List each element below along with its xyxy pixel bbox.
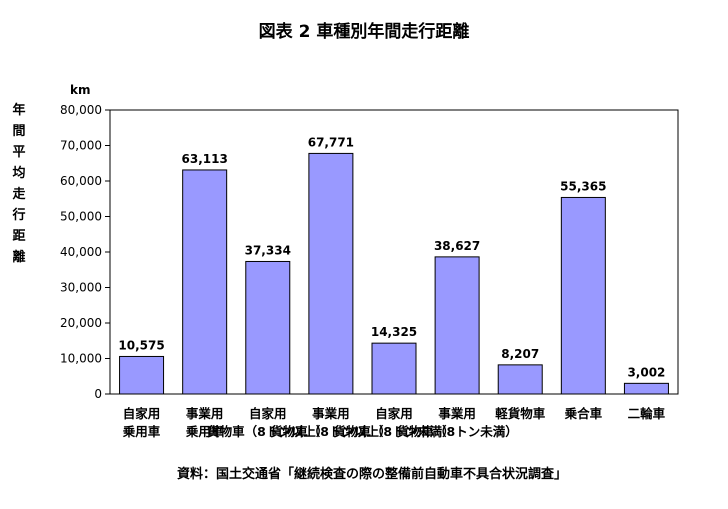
data-label: 14,325 — [371, 325, 417, 339]
y-tick-label: 40,000 — [60, 245, 102, 259]
category-label: 自家用 — [123, 406, 161, 421]
bar — [497, 364, 543, 395]
y-tick-label: 10,000 — [60, 352, 102, 366]
bar — [623, 382, 669, 395]
category-label: 事業用 — [438, 406, 476, 421]
category-label: 貨物車（8トン未満） — [397, 424, 518, 439]
y-label-char: 年 — [12, 102, 25, 118]
bar — [371, 342, 417, 395]
data-label: 67,771 — [308, 135, 354, 149]
bar — [434, 256, 480, 395]
category-label: 軽貨物車 — [495, 406, 546, 421]
bar — [182, 169, 228, 395]
y-label-char: 平 — [12, 145, 25, 160]
source-note: 資料：国土交通省「継続検査の際の整備前自動車不具合状況調査」 — [177, 466, 567, 482]
y-tick-label: 60,000 — [60, 174, 102, 188]
category-label: 貨物車（8トン未満） — [333, 424, 454, 439]
data-label: 3,002 — [627, 365, 665, 379]
y-tick-label: 20,000 — [60, 316, 102, 330]
y-label-char: 行 — [11, 207, 25, 223]
category-label: 事業用 — [186, 406, 224, 421]
y-tick-label: 80,000 — [60, 103, 102, 117]
y-label-char: 均 — [12, 165, 25, 181]
bar — [245, 260, 291, 395]
unit-label: km — [70, 83, 90, 97]
category-label: 事業用 — [312, 406, 350, 421]
category-label: 二輪車 — [628, 406, 666, 421]
category-label: 自家用 — [249, 406, 287, 421]
y-label-char: 間 — [12, 124, 25, 139]
data-label: 55,365 — [560, 179, 606, 193]
data-label: 63,113 — [182, 152, 228, 166]
data-label: 37,334 — [245, 243, 291, 257]
y-label-char: 距 — [12, 229, 25, 244]
bar — [560, 196, 606, 395]
category-label: 貨物車（8トン以上） — [270, 424, 391, 439]
data-label: 38,627 — [434, 239, 480, 253]
category-label: 自家用 — [375, 406, 413, 421]
bar — [308, 152, 354, 395]
y-label-char: 離 — [12, 249, 25, 265]
category-label: 乗用車 — [122, 424, 161, 439]
y-label-char: 走 — [12, 186, 26, 202]
y-tick-label: 50,000 — [60, 210, 102, 224]
category-label: 乗合車 — [564, 406, 603, 421]
y-tick-label: 30,000 — [60, 281, 102, 295]
plot-area: 0 10,000 20,000 30,000 40,000 50,000 60,000 70,… — [60, 103, 679, 439]
bar — [119, 355, 165, 395]
y-tick-label: 70,000 — [60, 139, 102, 153]
data-label: 10,575 — [118, 338, 164, 352]
y-tick-label: 0 — [94, 387, 102, 401]
category-label: 貨物車（8トン以上） — [207, 424, 328, 439]
chart-title: 図表 2 車種別年間走行距離 — [259, 21, 470, 42]
category-label: 乗用車 — [185, 424, 224, 439]
data-label: 8,207 — [501, 347, 539, 361]
